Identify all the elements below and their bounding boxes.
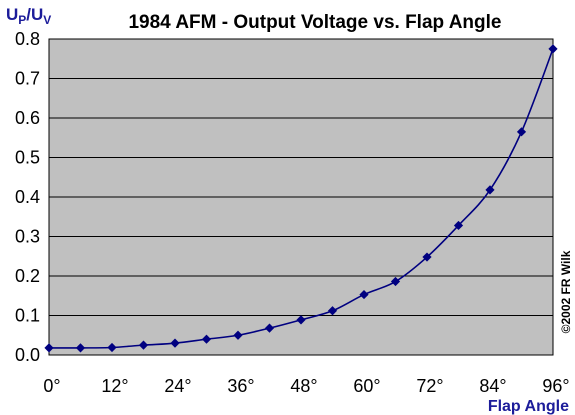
copyright-note: ©2002 FR Wilk bbox=[559, 250, 573, 333]
data-point bbox=[296, 315, 306, 325]
data-point bbox=[516, 127, 527, 137]
y-tick-label: 0.0 bbox=[15, 345, 40, 365]
data-point bbox=[107, 342, 117, 353]
x-tick-label: 36° bbox=[227, 376, 254, 396]
y-tick-label: 0.2 bbox=[15, 266, 40, 286]
data-point bbox=[327, 306, 338, 316]
data-point bbox=[485, 185, 495, 195]
y-axis-label-sub1: P bbox=[18, 13, 26, 27]
x-tick-label: 24° bbox=[164, 376, 191, 396]
data-point bbox=[264, 323, 275, 333]
y-axis-label-sep: /U bbox=[26, 5, 43, 24]
x-tick-label: 96° bbox=[542, 376, 569, 396]
x-tick-label: 0° bbox=[43, 376, 60, 396]
y-tick-label: 0.3 bbox=[15, 227, 40, 247]
data-point bbox=[453, 220, 464, 231]
data-point bbox=[170, 338, 180, 348]
series-markers bbox=[44, 44, 558, 353]
data-point bbox=[138, 340, 149, 350]
x-tick-label: 60° bbox=[353, 376, 380, 396]
data-point bbox=[201, 334, 212, 344]
data-point bbox=[233, 330, 243, 340]
data-point bbox=[359, 289, 369, 300]
x-tick-label: 72° bbox=[416, 376, 443, 396]
data-point bbox=[44, 343, 54, 353]
y-tick-labels: 0.0 0.1 0.2 0.3 0.4 0.5 0.6 0.7 0.8 bbox=[15, 29, 40, 365]
chart-title: 1984 AFM - Output Voltage vs. Flap Angle bbox=[128, 12, 501, 33]
data-point bbox=[422, 252, 432, 262]
x-tick-label: 48° bbox=[290, 376, 317, 396]
y-axis-label-sub2: V bbox=[43, 13, 51, 27]
x-tick-label: 84° bbox=[479, 376, 506, 396]
y-tick-label: 0.5 bbox=[15, 148, 40, 168]
y-tick-label: 0.4 bbox=[15, 187, 40, 207]
y-tick-label: 0.6 bbox=[15, 108, 40, 128]
x-tick-labels: 0° 12° 24° 36° 48° 60° 72° 84° 96° bbox=[43, 376, 569, 396]
y-axis-label: UP/UV bbox=[6, 5, 51, 27]
y-tick-label: 0.1 bbox=[15, 306, 40, 326]
x-tick-label: 12° bbox=[101, 376, 128, 396]
y-tick-label: 0.7 bbox=[15, 69, 40, 89]
grid-lines bbox=[49, 78, 553, 316]
data-point bbox=[75, 343, 86, 353]
x-axis-label: Flap Angle bbox=[488, 398, 569, 415]
y-tick-label: 0.8 bbox=[15, 29, 40, 49]
data-point bbox=[390, 276, 401, 287]
y-axis-label-main: U bbox=[6, 5, 18, 24]
data-point bbox=[548, 44, 558, 54]
plot-border bbox=[48, 38, 554, 356]
